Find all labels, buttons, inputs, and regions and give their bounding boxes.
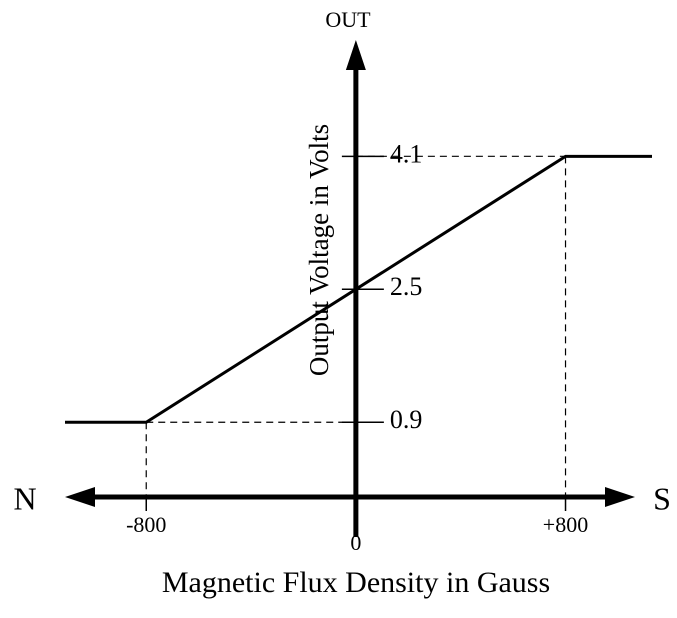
x-tick-label: -800 (126, 512, 166, 537)
y-tick-label: 4.1 (390, 139, 423, 168)
x-axis-arrow (605, 487, 635, 507)
x-right-label: S (653, 480, 671, 516)
y-axis-label: Output Voltage in Volts (304, 124, 334, 376)
y-tick-label: 2.5 (390, 272, 423, 301)
y-axis-title: OUT (325, 7, 371, 32)
y-tick-label: 0.9 (390, 405, 423, 434)
x-tick-label: 0 (350, 530, 361, 555)
x-left-label: N (13, 480, 36, 516)
x-axis-label: Magnetic Flux Density in Gauss (162, 566, 550, 599)
x-tick-label: +800 (543, 512, 588, 537)
data-line (65, 154, 652, 424)
x-axis-arrow (65, 487, 95, 507)
y-axis-arrow (345, 40, 366, 70)
